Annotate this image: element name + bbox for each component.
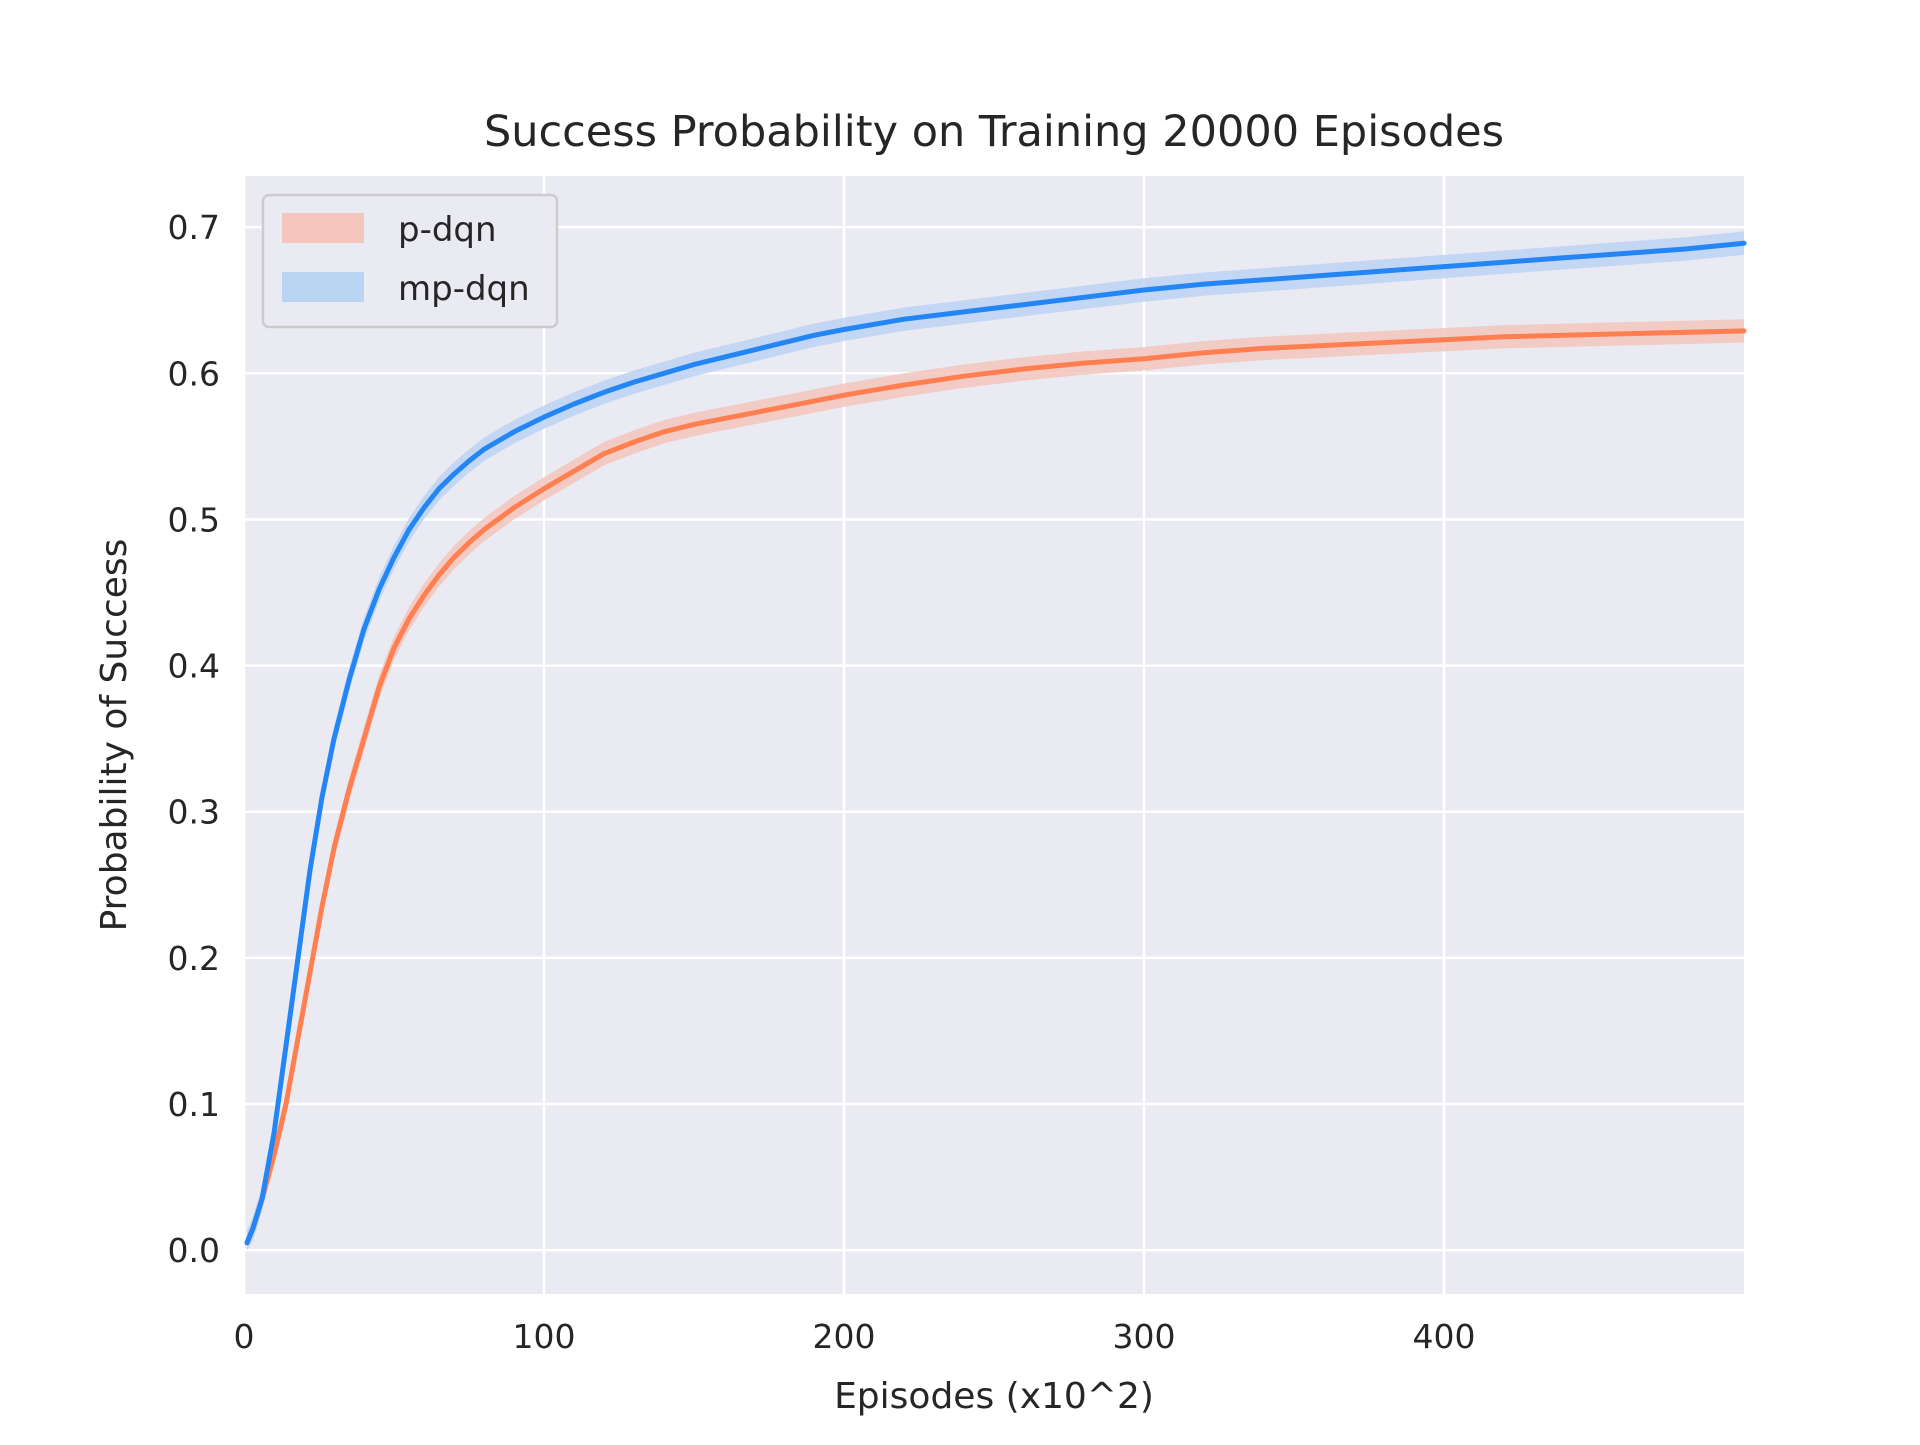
y-tick-label: 0.4 — [168, 647, 220, 686]
y-tick-label: 0.0 — [168, 1231, 220, 1270]
y-tick-label: 0.6 — [168, 354, 220, 393]
chart-title: Success Probability on Training 20000 Ep… — [484, 107, 1504, 157]
y-tick-label: 0.7 — [168, 208, 220, 247]
legend-label-mp-dqn: mp-dqn — [398, 269, 530, 309]
y-axis-label: Probability of Success — [94, 539, 135, 932]
line-p-dqn — [244, 328, 1747, 1246]
legend-swatch-mp-dqn — [282, 272, 364, 302]
y-tick-label: 0.2 — [168, 939, 220, 978]
legend-label-p-dqn: p-dqn — [398, 210, 497, 250]
x-axis-label: Episodes (x10^2) — [834, 1376, 1154, 1417]
legend-swatch-p-dqn — [282, 213, 364, 243]
y-tick-label: 0.3 — [168, 793, 220, 832]
legend: p-dqn mp-dqn — [261, 193, 559, 329]
x-tick-label: 400 — [1413, 1317, 1476, 1356]
x-tick-label: 100 — [513, 1317, 576, 1356]
x-axis-ticks: 0 100 200 300 400 — [234, 1317, 1476, 1356]
x-tick-label: 200 — [813, 1317, 876, 1356]
x-tick-label: 300 — [1113, 1317, 1176, 1356]
line-mp-dqn — [244, 240, 1747, 1246]
y-tick-label: 0.5 — [168, 500, 220, 539]
y-tick-label: 0.1 — [168, 1085, 220, 1124]
x-tick-label: 0 — [234, 1317, 255, 1356]
y-axis-ticks: 0.0 0.1 0.2 0.3 0.4 0.5 0.6 0.7 — [168, 208, 220, 1270]
series-lines — [244, 240, 1747, 1246]
